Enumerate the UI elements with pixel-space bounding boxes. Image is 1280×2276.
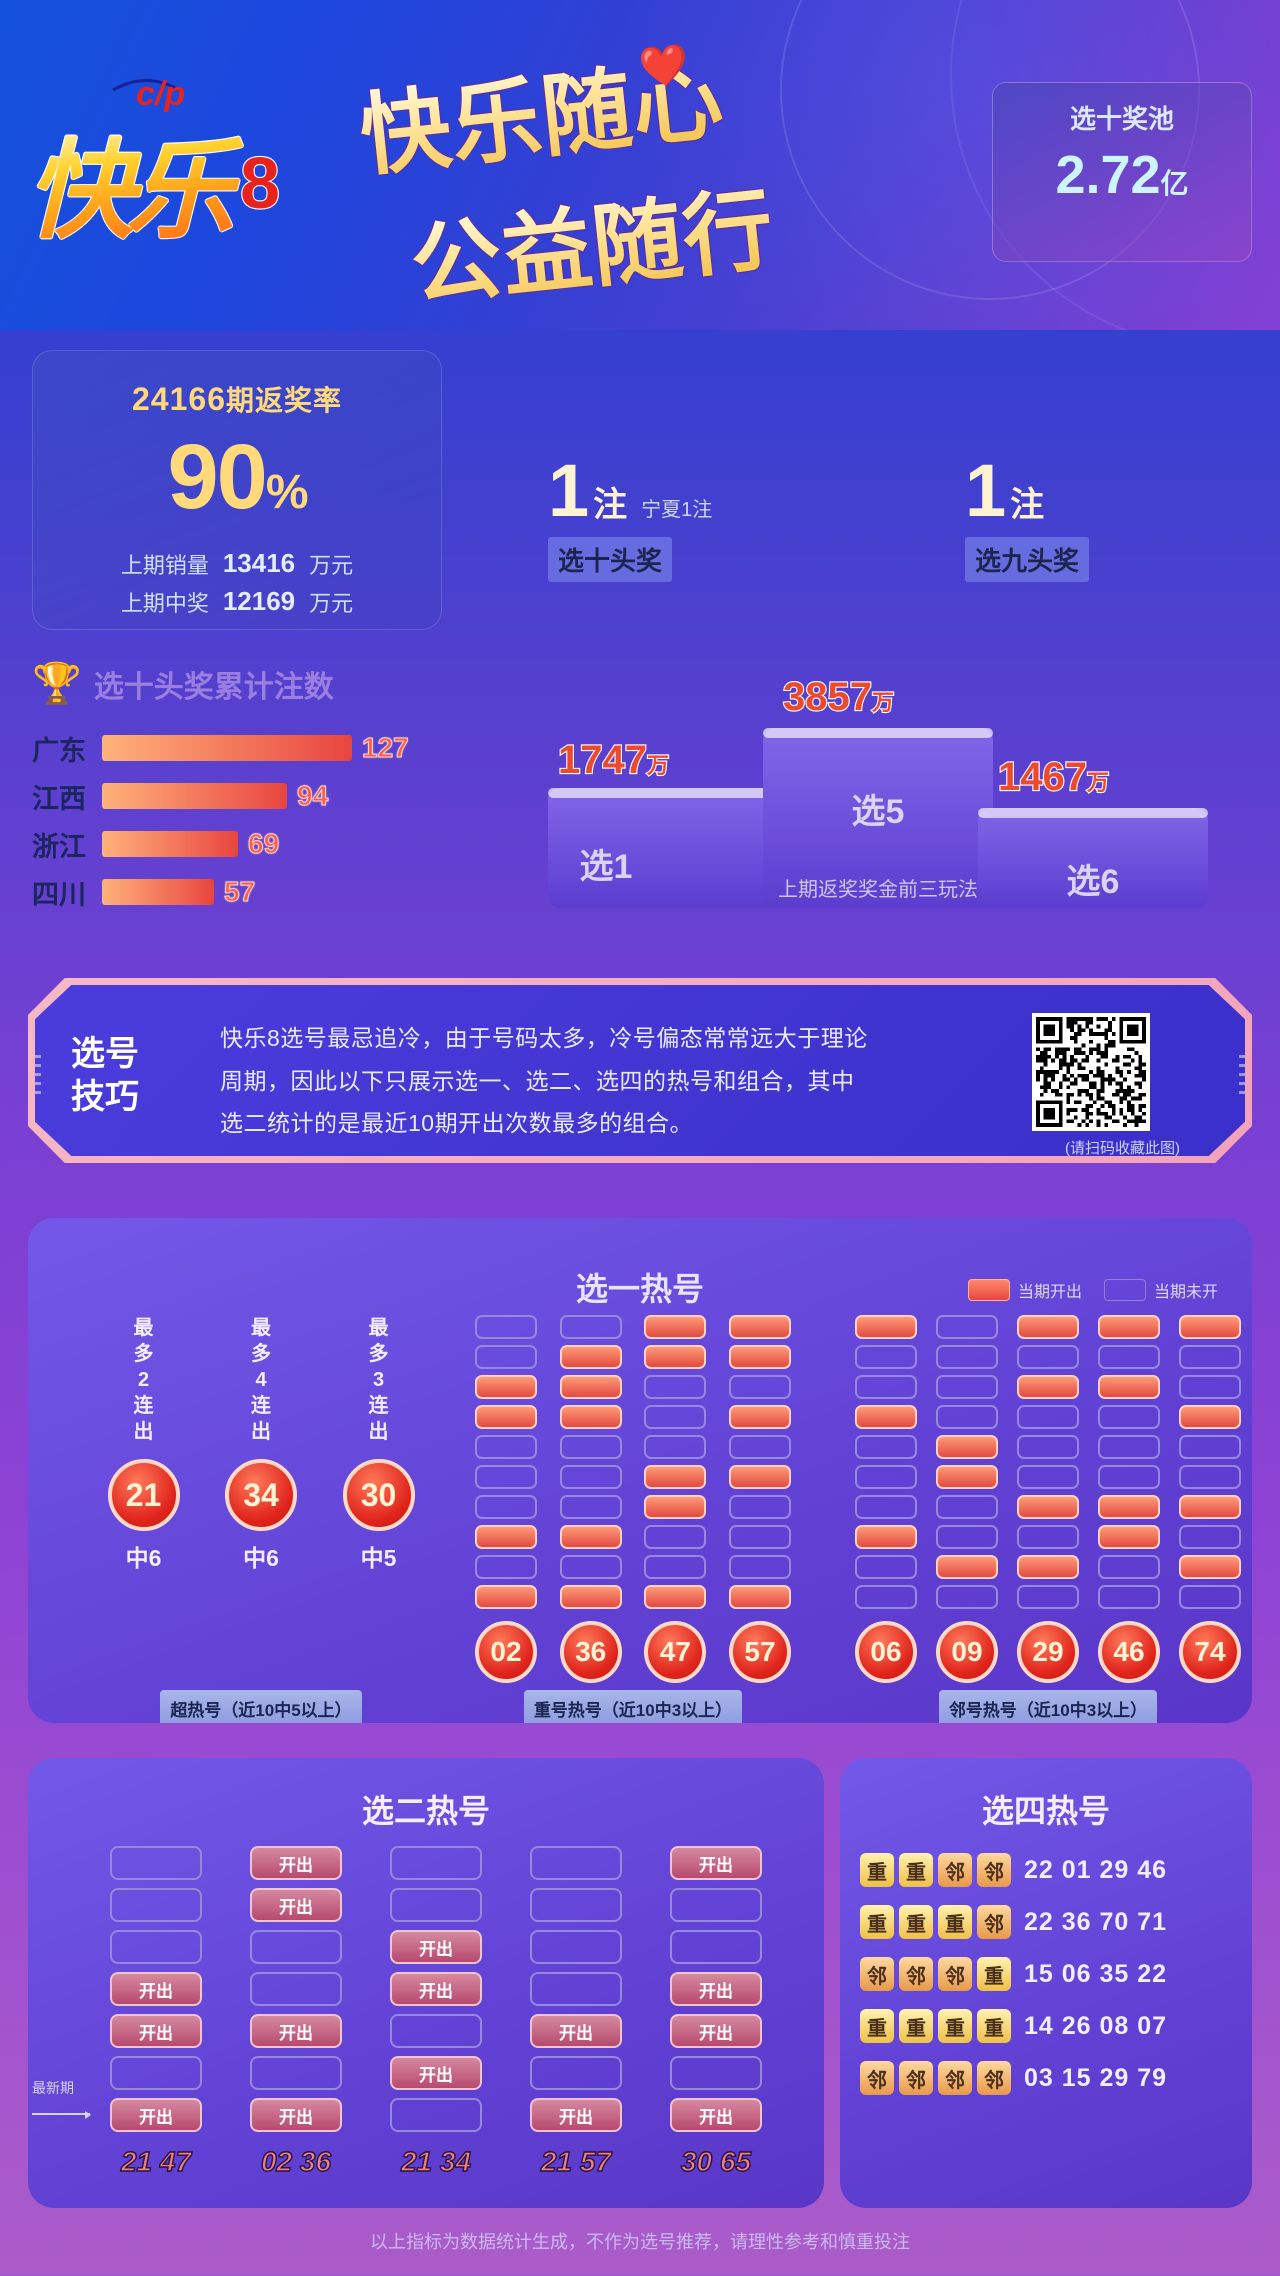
svg-text:c/p: c/p	[136, 75, 185, 113]
svg-text:选6: 选6	[1067, 863, 1120, 901]
svg-text:3857万: 3857万	[783, 675, 894, 719]
svg-text:选5: 选5	[852, 793, 905, 831]
svg-text:8: 8	[240, 144, 280, 224]
svg-text:1467万: 1467万	[998, 755, 1109, 799]
svg-text:选1: 选1	[580, 848, 633, 886]
svg-text:公益随行: 公益随行	[407, 180, 779, 318]
svg-text:上期返奖奖金前三玩法: 上期返奖奖金前三玩法	[778, 878, 978, 901]
svg-text:❤️: ❤️	[637, 42, 691, 91]
svg-text:1747万: 1747万	[558, 738, 669, 782]
svg-text:快乐: 快乐	[26, 130, 244, 251]
